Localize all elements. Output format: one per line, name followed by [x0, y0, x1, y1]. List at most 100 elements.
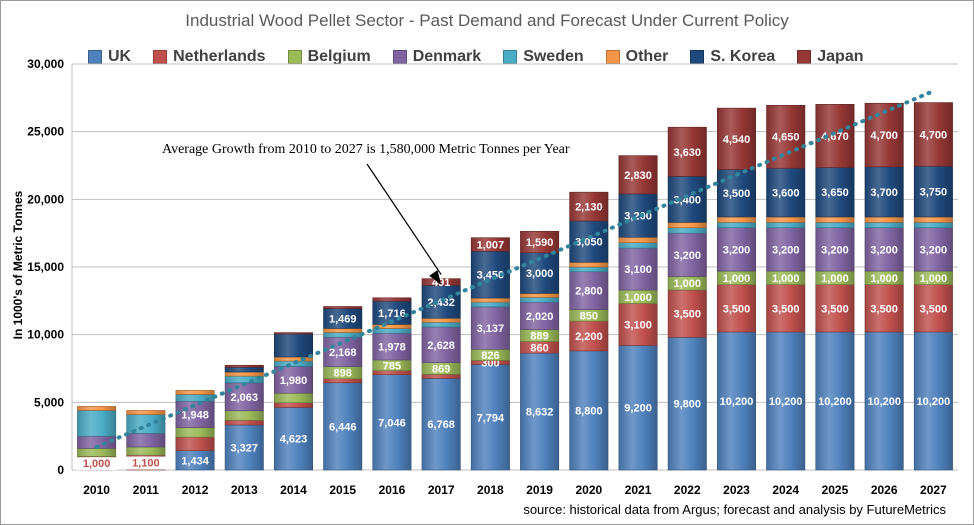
- bar-segment-sweden-2024: [766, 222, 806, 229]
- data-label: 3,200: [674, 250, 702, 262]
- bar-segment-other-2025: [815, 216, 855, 223]
- data-label: 10,200: [867, 396, 901, 408]
- data-label: 869: [432, 363, 450, 375]
- data-label: 1,000: [920, 273, 948, 285]
- data-label: 6,446: [329, 421, 357, 433]
- source-note: source: historical data from Argus; fore…: [523, 502, 946, 517]
- data-label: 4,700: [870, 130, 898, 142]
- legend-item: Denmark: [392, 48, 482, 66]
- bar-segment-other-2020: [569, 261, 609, 268]
- bar-segment-sweden-2023: [717, 222, 756, 229]
- bar-segment-japan-2017: [421, 278, 461, 286]
- data-label: 1,000: [83, 458, 111, 470]
- data-label: 3,500: [870, 303, 898, 315]
- data-label: 1,000: [821, 273, 849, 285]
- bar-segment-uk-2014: [274, 407, 313, 471]
- bar-segment-netherlands-2027: [913, 284, 953, 333]
- data-label: 8,800: [575, 405, 603, 417]
- data-label: 3,500: [821, 303, 849, 315]
- data-label: 3,500: [723, 303, 751, 315]
- data-label: 2,830: [624, 170, 652, 182]
- bar-segment-uk-2024: [766, 331, 806, 471]
- data-label: 2,800: [575, 286, 603, 298]
- y-tick-label: 15,000: [27, 260, 64, 274]
- data-label: 10,200: [720, 396, 754, 408]
- data-label: 850: [580, 310, 598, 322]
- bar-segment-uk-2018: [470, 364, 510, 471]
- bar-segment-sweden-2010: [77, 410, 117, 437]
- bar-segment-netherlands-2022: [667, 289, 707, 338]
- bar-segment-other-2015: [323, 328, 363, 333]
- data-label: 1,716: [378, 308, 406, 320]
- x-tick-label: 2012: [182, 483, 209, 497]
- bar-segment-belgium-2010: [77, 448, 117, 457]
- bar-segment-uk-2022: [667, 337, 707, 471]
- data-label: 3,200: [821, 244, 849, 256]
- bar-segment-denmark-2011: [126, 433, 166, 448]
- x-tick-label: 2018: [477, 483, 504, 497]
- x-tick-label: 2016: [379, 483, 406, 497]
- bar-segment-japan-2020: [569, 191, 609, 222]
- bar-segment-netherlands-2026: [864, 284, 904, 333]
- bar-segment-netherlands-2012: [175, 436, 215, 451]
- bar-segment-denmark-2016: [372, 332, 412, 361]
- bar-segment-japan-2015: [323, 306, 363, 309]
- x-tick-label: 2025: [822, 483, 849, 497]
- x-tick-label: 2017: [428, 483, 455, 497]
- y-tick-label: 0: [57, 463, 64, 477]
- bar-segment-denmark-2017: [421, 326, 461, 363]
- bar-segment-belgium-2011: [126, 446, 166, 456]
- bar-segment-other-2012: [175, 390, 215, 395]
- bar-segment-sweden-2018: [470, 301, 510, 308]
- bar-segment-netherlands-2020: [569, 320, 609, 352]
- bar-segment-denmark-2025: [815, 227, 855, 272]
- trend-line: [94, 89, 936, 449]
- data-label: 3,500: [920, 303, 948, 315]
- data-label: 1,980: [280, 375, 308, 387]
- legend: UK Netherlands Belgium Denmark Sweden Other S.…: [88, 46, 886, 68]
- bar-segment-other-2027: [913, 216, 953, 223]
- legend-label: S. Korea: [710, 48, 776, 65]
- bar-segment-other-2010: [77, 406, 117, 411]
- bar-segment-denmark-2027: [913, 227, 953, 272]
- bar-segment-belgium-2013: [224, 410, 264, 421]
- x-tick-label: 2023: [723, 483, 750, 497]
- bar-segment-other-2013: [224, 371, 264, 377]
- bar-segment-denmark-2019: [520, 301, 560, 330]
- data-label: 3,137: [477, 323, 505, 335]
- y-tick-label: 10,000: [27, 328, 64, 342]
- data-label: 4,700: [920, 129, 948, 141]
- legend-label: UK: [108, 48, 132, 65]
- bar-segment-uk-2017: [421, 378, 461, 471]
- annotation-arrow-head: [429, 270, 442, 285]
- x-tick-label: 2022: [674, 483, 701, 497]
- data-label: 3,200: [870, 244, 898, 256]
- data-label: 2,130: [575, 202, 603, 214]
- data-label: 4,623: [280, 434, 308, 446]
- bar-segment-netherlands-2023: [717, 284, 756, 333]
- data-label: 2,063: [231, 392, 259, 404]
- bar-segment-uk-2013: [224, 424, 264, 471]
- legend-label: Netherlands: [173, 48, 266, 65]
- x-tick-label: 2010: [83, 483, 110, 497]
- bar-segment-japan-2027: [913, 102, 953, 167]
- bar-segment-other-2018: [470, 297, 510, 303]
- legend-label: Belgium: [307, 48, 371, 65]
- bar-segment-s-korea-2022: [667, 176, 707, 223]
- legend-item: Belgium: [287, 48, 371, 66]
- data-label: 785: [383, 360, 401, 372]
- data-label: 1,000: [674, 278, 702, 290]
- data-label: 2,432: [427, 297, 455, 309]
- bar-segment-japan-2022: [667, 126, 707, 177]
- data-label: 6,768: [427, 419, 455, 431]
- data-label: 1,000: [723, 273, 751, 285]
- data-label: 2,168: [329, 347, 357, 359]
- bar-segment-japan-2023: [717, 107, 756, 170]
- data-label: 4,670: [821, 131, 849, 143]
- legend-label: Other: [625, 48, 669, 65]
- bar-segment-other-2024: [766, 216, 806, 223]
- bar-segment-uk-2025: [815, 331, 855, 471]
- legend-label: Denmark: [412, 48, 482, 65]
- bar-segment-uk-2027: [913, 331, 953, 471]
- data-label: 1,948: [181, 409, 209, 421]
